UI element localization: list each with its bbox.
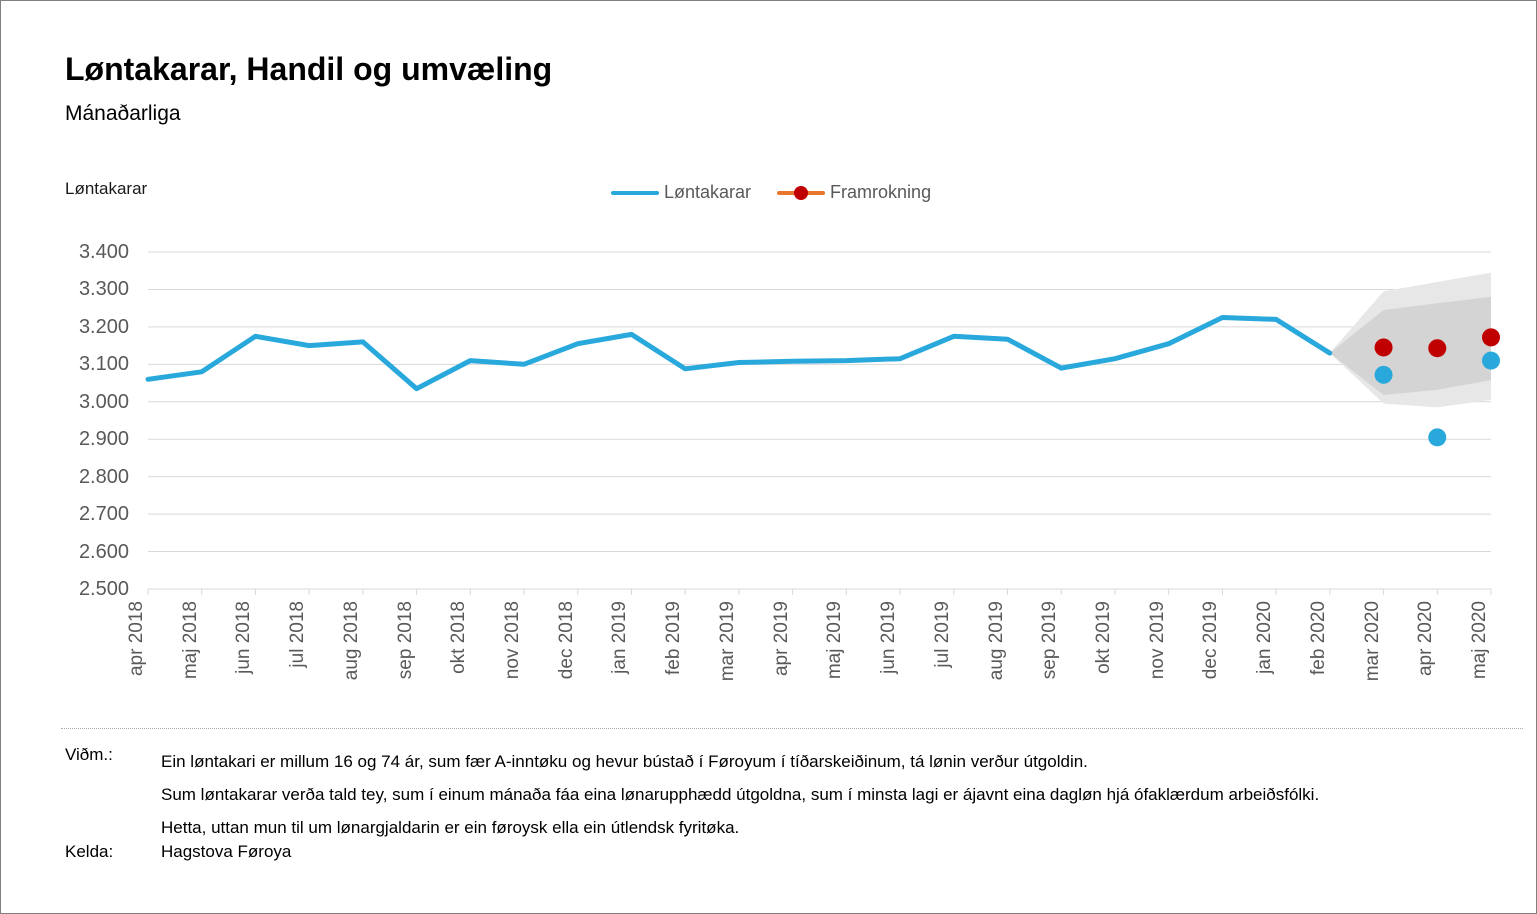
x-axis-tick-label: apr 2020 — [1415, 601, 1437, 677]
x-axis-tick-label: feb 2019 — [663, 601, 685, 675]
x-axis-tick-label: nov 2019 — [1146, 601, 1168, 680]
x-axis-tick-label: mar 2020 — [1361, 601, 1383, 682]
x-axis-tick-label: apr 2019 — [770, 601, 792, 677]
y-axis-tick-label: 3.400 — [78, 241, 129, 263]
x-axis-tick-label: sep 2019 — [1039, 601, 1061, 680]
footnote-text: Ein løntakari er millum 16 og 74 ár, sum… — [161, 745, 1521, 844]
source-label: Kelda: — [65, 842, 114, 861]
x-axis-tick-label: dec 2018 — [555, 601, 577, 680]
x-axis-tick-label: apr 2018 — [126, 601, 147, 677]
x-axis-tick-label: maj 2019 — [824, 601, 846, 680]
x-axis-tick-label: feb 2020 — [1307, 601, 1329, 675]
footer-divider — [61, 728, 1523, 729]
x-axis-tick-label: jun 2018 — [233, 601, 255, 674]
x-axis-tick-label: jul 2019 — [931, 601, 953, 668]
y-axis-title: Løntakarar — [65, 179, 148, 198]
y-axis-tick-label: 3.000 — [78, 390, 129, 413]
x-axis-tick-label: jun 2019 — [878, 601, 900, 674]
y-axis-tick-label: 2.800 — [78, 465, 129, 488]
x-axis-tick-label: jan 2020 — [1254, 601, 1276, 674]
y-axis-tick-label: 2.900 — [78, 428, 129, 451]
page-subtitle: Mánaðarliga — [65, 102, 181, 125]
x-axis-tick-label: jul 2018 — [287, 601, 309, 668]
x-axis-tick-label: jan 2019 — [609, 601, 631, 674]
line-marker-swatch-icon — [777, 185, 826, 200]
legend-label: Løntakarar — [664, 182, 752, 202]
page-title: Løntakarar, Handil og umvæling — [65, 51, 553, 87]
footnote-line: Sum løntakarar verða tald tey, sum í ein… — [161, 785, 1320, 804]
footnote-label: Viðm.: — [65, 745, 113, 764]
source-value: Hagstova Føroya — [161, 842, 292, 861]
line-swatch-icon — [611, 190, 659, 195]
footnote-line: Ein løntakari er millum 16 og 74 ár, sum… — [161, 752, 1088, 771]
x-axis-tick-label: sep 2018 — [394, 601, 416, 680]
y-axis-tick-label: 3.200 — [78, 315, 129, 338]
legend-item-lontakarar: Løntakarar — [611, 182, 751, 203]
x-axis-tick-label: aug 2018 — [340, 601, 362, 681]
x-axis-tick-label: aug 2019 — [985, 601, 1007, 681]
x-axis-tick-label: nov 2018 — [502, 601, 524, 680]
marker-dot-icon — [794, 185, 809, 200]
x-axis-tick-label: okt 2018 — [448, 601, 470, 674]
legend-item-framrokning: Framrokning — [777, 182, 931, 203]
y-axis-tick-label: 2.500 — [78, 578, 129, 600]
footnote-line: Hetta, uttan mun til um lønargjaldarin e… — [161, 818, 740, 837]
x-axis-tick-label: maj 2020 — [1469, 601, 1490, 680]
x-axis-tick-label: maj 2018 — [179, 601, 201, 680]
y-axis-tick-label: 2.700 — [78, 503, 129, 526]
x-axis-tick-label: okt 2019 — [1092, 601, 1114, 674]
y-axis-tick-label: 2.600 — [78, 540, 129, 563]
y-axis-tick-label: 3.100 — [78, 353, 129, 376]
x-axis-tick-label: dec 2019 — [1200, 601, 1222, 680]
legend-label: Framrokning — [830, 182, 932, 202]
x-axis-tick-label: mar 2019 — [716, 601, 738, 682]
chart-legend: Løntakarar Framrokning — [611, 182, 931, 203]
y-axis-tick-label: 3.300 — [78, 278, 129, 301]
